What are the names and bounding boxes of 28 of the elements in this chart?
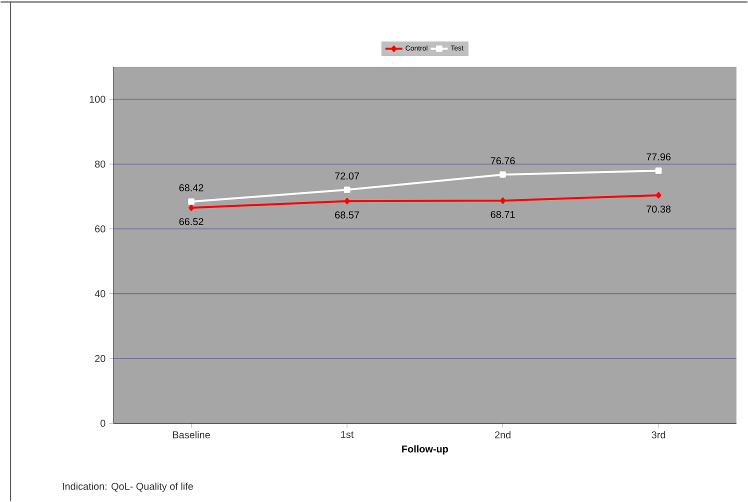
point xyxy=(655,168,662,174)
y-tick-label: 0 xyxy=(100,420,106,427)
x-tick-label: Baseline xyxy=(173,431,210,439)
data-label: 66.52 xyxy=(179,218,204,226)
data-label: 68.71 xyxy=(490,211,515,218)
data-label: 68.57 xyxy=(335,212,359,219)
data-label: 68.42 xyxy=(179,184,204,192)
point xyxy=(188,204,194,212)
data-label: 76.76 xyxy=(490,157,515,164)
x-tick-label: 2nd xyxy=(495,431,510,439)
data-label: 70.38 xyxy=(646,206,671,213)
x-tick-label: 1st xyxy=(341,431,354,438)
data-label: 77.96 xyxy=(646,154,671,161)
y-tick-label: 80 xyxy=(95,160,106,168)
y-tick-label: 60 xyxy=(95,226,106,233)
x-tick-label: 3rd xyxy=(652,431,666,439)
point xyxy=(188,198,194,205)
x-axis-title: Follow-up xyxy=(402,445,448,455)
point xyxy=(344,186,350,194)
y-tick-label: 40 xyxy=(94,290,106,298)
point xyxy=(344,198,350,204)
point xyxy=(656,192,662,199)
y-tick-label: 100 xyxy=(90,96,106,103)
data-label: 72.07 xyxy=(335,172,359,180)
point xyxy=(500,198,506,204)
point xyxy=(500,172,506,178)
y-tick-label: 20 xyxy=(95,355,106,362)
text: Indication: QoL- Quality of life xyxy=(62,482,193,492)
